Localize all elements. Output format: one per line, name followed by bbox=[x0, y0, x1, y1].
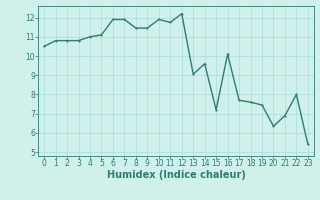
X-axis label: Humidex (Indice chaleur): Humidex (Indice chaleur) bbox=[107, 170, 245, 180]
